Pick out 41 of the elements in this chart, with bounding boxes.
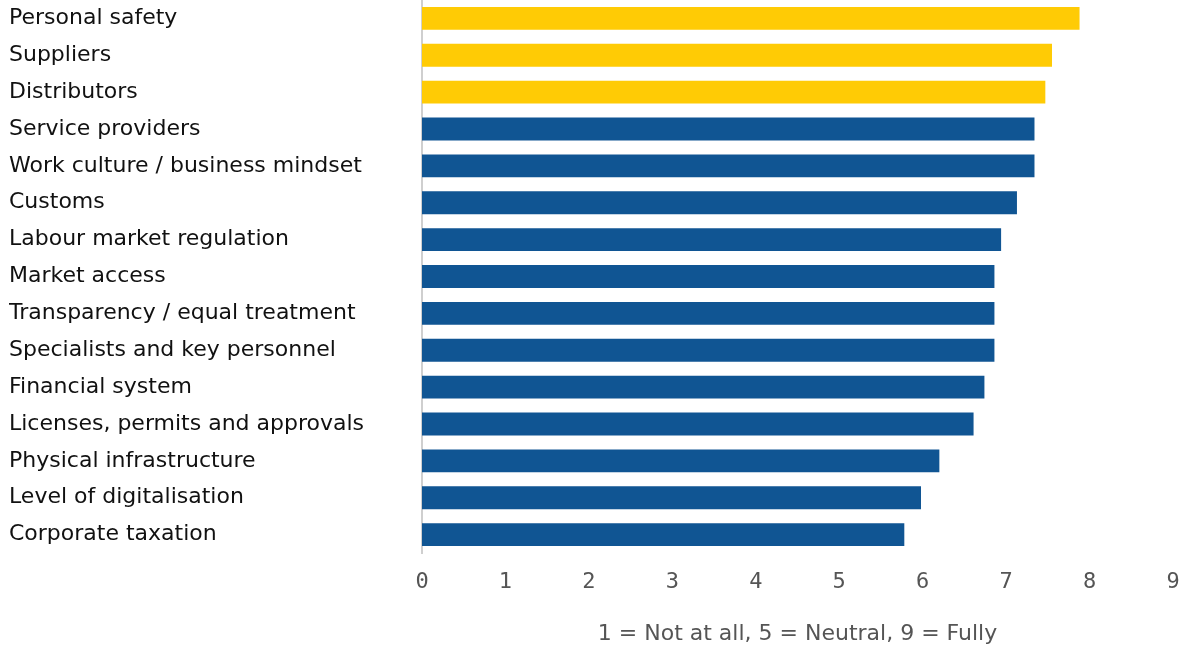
- x-tick-label: 3: [665, 567, 679, 593]
- y-tick-label: Distributors: [9, 77, 138, 103]
- y-tick-label: Market access: [9, 262, 166, 288]
- y-tick-label: Customs: [9, 188, 105, 214]
- bar: [422, 375, 985, 399]
- bar: [422, 7, 1080, 30]
- bar: [422, 523, 905, 546]
- bar: [422, 301, 995, 325]
- y-tick-label: Service providers: [9, 114, 201, 140]
- x-tick-label: 5: [832, 567, 846, 593]
- bar: [422, 117, 1035, 141]
- y-tick-label: Suppliers: [9, 41, 112, 67]
- y-tick-label: Licenses, permits and approvals: [9, 409, 365, 435]
- bar: [422, 449, 940, 473]
- x-tick-label: 6: [916, 567, 930, 593]
- y-tick-label: Work culture / business mindset: [9, 151, 363, 177]
- bar: [422, 412, 974, 436]
- bar: [422, 43, 1053, 67]
- bar: [422, 338, 995, 362]
- x-tick-label: 2: [582, 567, 596, 593]
- bar: [422, 191, 1017, 215]
- y-tick-label: Physical infrastructure: [9, 446, 256, 472]
- bar: [422, 486, 921, 510]
- x-axis-title: 1 = Not at all, 5 = Neutral, 9 = Fully: [597, 619, 998, 645]
- x-tick-label: 4: [749, 567, 763, 593]
- y-tick-label: Specialists and key personnel: [9, 335, 336, 361]
- y-tick-label: Level of digitalisation: [9, 483, 244, 509]
- x-tick-label: 9: [1166, 567, 1180, 593]
- bar: [422, 265, 995, 288]
- bar: [422, 80, 1046, 104]
- y-tick-label: Transparency / equal treatment: [8, 299, 356, 325]
- bar: [422, 228, 1002, 252]
- x-tick-label: 1: [498, 567, 513, 593]
- bar: [422, 154, 1035, 178]
- y-tick-label: Personal safety: [9, 4, 178, 30]
- x-tick-label: 0: [415, 567, 429, 593]
- y-tick-label: Financial system: [9, 372, 192, 398]
- y-tick-label: Corporate taxation: [9, 520, 217, 546]
- y-tick-label: Labour market regulation: [9, 225, 289, 251]
- x-tick-label: 7: [999, 567, 1013, 593]
- x-tick-label: 8: [1082, 567, 1097, 593]
